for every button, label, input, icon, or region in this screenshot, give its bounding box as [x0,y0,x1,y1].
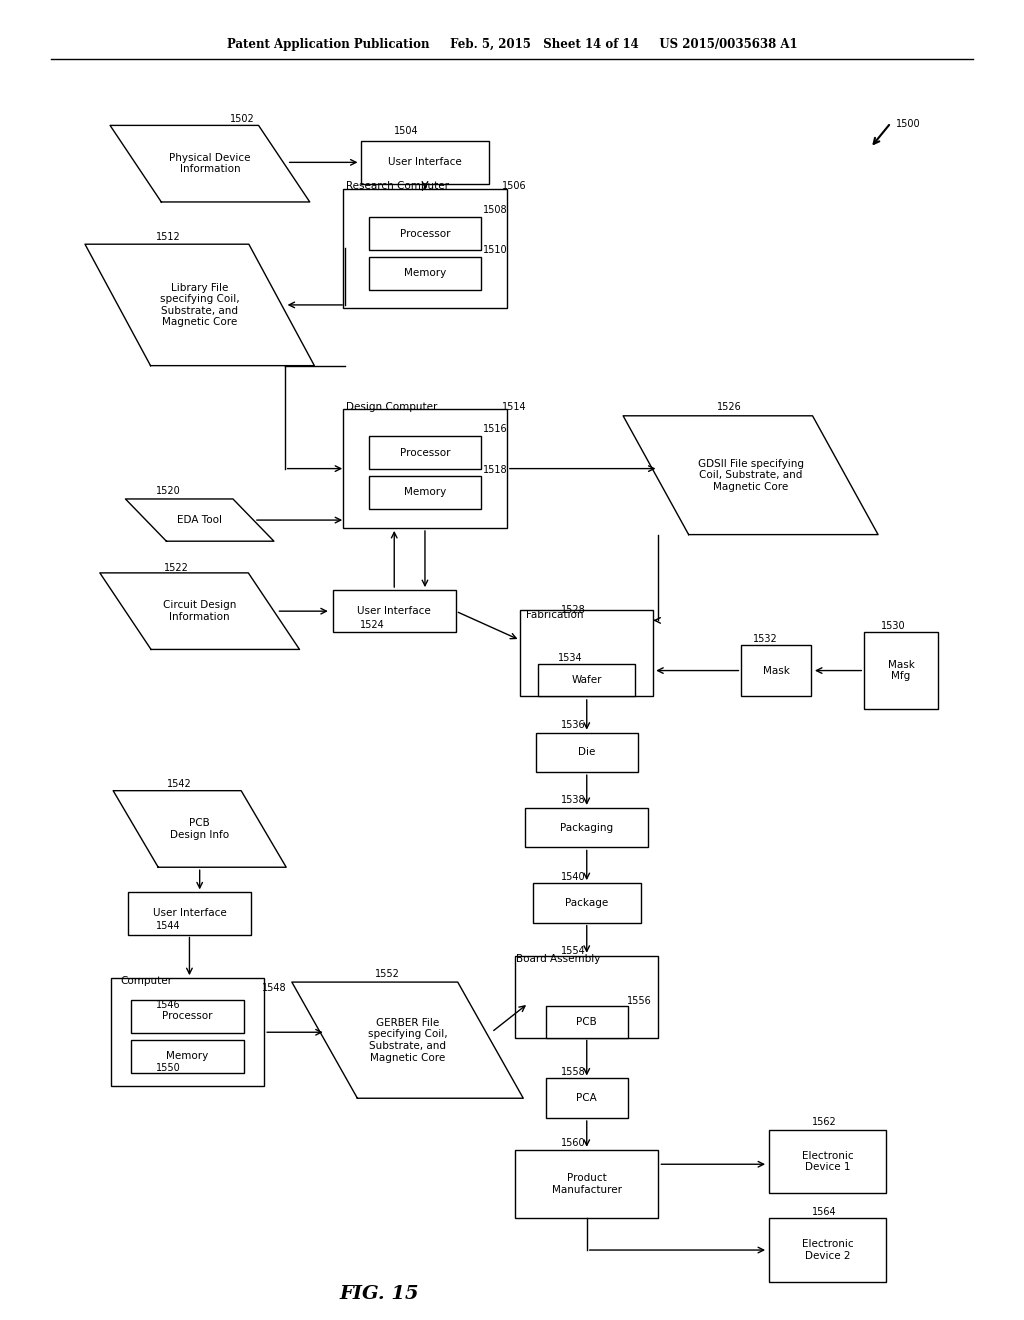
Text: Mask: Mask [763,665,790,676]
Text: Mask
Mfg: Mask Mfg [888,660,914,681]
Text: 1556: 1556 [627,995,651,1006]
Bar [536,733,638,772]
Text: 1548: 1548 [262,982,287,993]
Bar [768,1218,887,1282]
Text: 1552: 1552 [375,969,399,979]
Text: PCB
Design Info: PCB Design Info [170,818,229,840]
Text: Patent Application Publication     Feb. 5, 2015   Sheet 14 of 14     US 2015/003: Patent Application Publication Feb. 5, 2… [226,38,798,51]
Text: Circuit Design
Information: Circuit Design Information [163,601,237,622]
Text: Computer: Computer [121,975,173,986]
Text: Library File
specifying Coil,
Substrate, and
Magnetic Core: Library File specifying Coil, Substrate,… [160,282,240,327]
Text: 1540: 1540 [561,871,586,882]
Text: GERBER File
specifying Coil,
Substrate, and
Magnetic Core: GERBER File specifying Coil, Substrate, … [368,1018,447,1063]
Text: 1546: 1546 [156,999,180,1010]
Text: Design Computer: Design Computer [346,401,437,412]
Text: Memory: Memory [166,1051,209,1061]
Text: 1550: 1550 [156,1063,180,1073]
Text: User Interface: User Interface [357,606,431,616]
Bar [131,1040,244,1072]
Text: 1512: 1512 [156,231,180,242]
Bar [768,1130,887,1193]
Bar [360,140,489,183]
Text: 1554: 1554 [561,945,586,956]
Bar [532,883,641,923]
Text: 1524: 1524 [360,619,385,630]
Text: Memory: Memory [403,487,446,498]
Text: 1564: 1564 [812,1206,837,1217]
Bar [131,1001,244,1032]
Text: 1558: 1558 [561,1067,586,1077]
Bar [343,189,507,308]
Bar [546,1006,628,1038]
Text: 1560: 1560 [561,1138,586,1148]
Text: 1536: 1536 [561,719,586,730]
Bar [741,645,811,696]
Text: Processor: Processor [399,228,451,239]
Bar [515,1150,658,1218]
Text: 1506: 1506 [502,181,526,191]
Bar [369,475,481,508]
Text: 1522: 1522 [164,562,188,573]
Text: 1538: 1538 [561,795,586,805]
Text: 1520: 1520 [156,486,180,496]
Bar [343,409,507,528]
Text: 1532: 1532 [753,634,777,644]
Text: 1514: 1514 [502,401,526,412]
Text: 1502: 1502 [230,114,255,124]
Bar [864,632,938,709]
Text: 1518: 1518 [483,465,508,475]
Text: 1510: 1510 [483,244,508,255]
Text: 1504: 1504 [394,125,419,136]
Text: Packaging: Packaging [560,822,613,833]
Text: Physical Device
Information: Physical Device Information [169,153,251,174]
Bar [515,956,658,1038]
Bar [539,664,635,696]
Bar [525,808,648,847]
Text: FIG. 15: FIG. 15 [339,1284,419,1303]
Text: 1508: 1508 [483,205,508,215]
Text: 1530: 1530 [881,620,905,631]
Text: 1516: 1516 [483,424,508,434]
Bar [333,590,456,632]
Text: Research Computer: Research Computer [346,181,450,191]
Text: 1526: 1526 [717,401,741,412]
Text: Processor: Processor [399,447,451,458]
Text: PCA: PCA [577,1093,597,1104]
Text: Electronic
Device 2: Electronic Device 2 [802,1239,853,1261]
Text: Die: Die [579,747,595,758]
Text: Product
Manufacturer: Product Manufacturer [552,1173,622,1195]
Text: 1562: 1562 [812,1117,837,1127]
Text: 1500: 1500 [896,119,921,129]
Text: Wafer: Wafer [571,675,602,685]
Text: Package: Package [565,898,608,908]
Text: PCB: PCB [577,1016,597,1027]
Bar [111,978,264,1086]
Text: EDA Tool: EDA Tool [177,515,222,525]
Bar [369,218,481,251]
Text: 1534: 1534 [558,652,583,663]
Bar [369,256,481,289]
Text: 1544: 1544 [156,920,180,931]
Bar [369,436,481,469]
Text: Electronic
Device 1: Electronic Device 1 [802,1151,853,1172]
Text: 1542: 1542 [167,779,191,789]
Text: GDSII File specifying
Coil, Substrate, and
Magnetic Core: GDSII File specifying Coil, Substrate, a… [697,458,804,492]
Bar [546,1078,628,1118]
Text: User Interface: User Interface [388,157,462,168]
Text: Board Assembly: Board Assembly [516,953,600,964]
Text: Memory: Memory [403,268,446,279]
Bar [520,610,653,697]
Text: Processor: Processor [162,1011,213,1022]
Bar [128,892,251,935]
Text: Fabrication: Fabrication [526,610,584,620]
Text: 1528: 1528 [561,605,586,615]
Text: User Interface: User Interface [153,908,226,919]
